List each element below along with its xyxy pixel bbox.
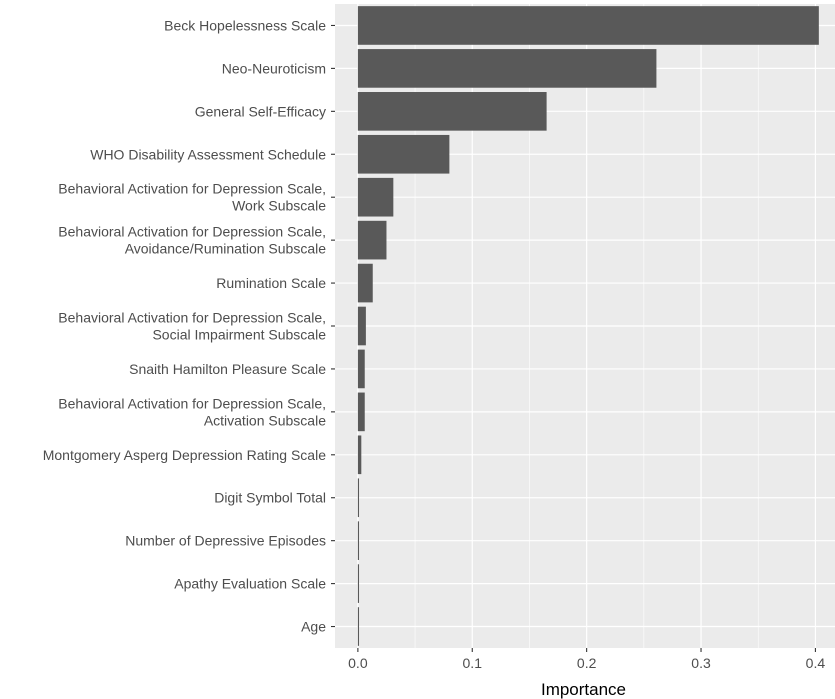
y-tick-label: Apathy Evaluation Scale [174, 576, 326, 592]
y-tick-label-line: Digit Symbol Total [214, 490, 326, 506]
x-tick-label: 0.3 [691, 655, 711, 671]
bars [357, 6, 819, 646]
bar [357, 134, 450, 174]
bar [357, 306, 366, 346]
y-tick-label: Neo-Neuroticism [222, 60, 326, 76]
x-axis-title: Importance [541, 680, 626, 699]
y-tick-label-line: Behavioral Activation for Depression Sca… [58, 395, 326, 411]
y-tick-label-line: Behavioral Activation for Depression Sca… [58, 310, 326, 326]
bar [357, 607, 360, 646]
bar [357, 263, 373, 303]
y-tick-label-line: Neo-Neuroticism [222, 60, 326, 76]
y-tick-label: Behavioral Activation for Depression Sca… [58, 310, 326, 343]
bar [357, 220, 387, 260]
y-tick-label: Number of Depressive Episodes [125, 533, 326, 549]
bar [357, 49, 657, 88]
bar [357, 392, 365, 432]
y-tick-label: WHO Disability Assessment Schedule [90, 146, 326, 162]
y-tick-label-line: Behavioral Activation for Depression Sca… [58, 224, 326, 240]
y-tick-label-line: Apathy Evaluation Scale [174, 576, 326, 592]
y-tick-label-line: Behavioral Activation for Depression Sca… [58, 181, 326, 197]
y-tick-label: Snaith Hamilton Pleasure Scale [129, 361, 326, 377]
bar [357, 6, 819, 45]
y-tick-label-line: Rumination Scale [216, 275, 326, 291]
y-tick-label-line: Age [301, 619, 326, 635]
y-tick-label-line: Work Subscale [232, 198, 326, 214]
y-tick-label: Beck Hopelessness Scale [164, 17, 326, 33]
y-tick-label: Behavioral Activation for Depression Sca… [58, 181, 326, 214]
x-tick-label: 0.1 [463, 655, 483, 671]
bar [357, 177, 394, 217]
y-tick-label: General Self-Efficacy [195, 103, 326, 119]
y-tick-label-line: Montgomery Asperg Depression Rating Scal… [43, 447, 326, 463]
x-tick-label: 0.2 [577, 655, 597, 671]
y-axis-ticks: Beck Hopelessness Scale Neo-Neuroticism Ge… [43, 17, 335, 635]
y-tick-label: Behavioral Activation for Depression Sca… [58, 224, 326, 257]
y-tick-label: Age [301, 619, 326, 635]
y-tick-label-line: Activation Subscale [204, 412, 326, 428]
bar [357, 435, 362, 475]
y-tick-label-line: Social Impairment Subscale [152, 327, 326, 343]
bar [357, 478, 360, 518]
y-tick-label-line: Snaith Hamilton Pleasure Scale [129, 361, 326, 377]
x-axis-ticks: 0.0 0.1 0.2 0.3 0.4 [348, 648, 825, 671]
y-tick-label-line: Number of Depressive Episodes [125, 533, 326, 549]
y-tick-label: Montgomery Asperg Depression Rating Scal… [43, 447, 326, 463]
x-tick-label: 0.0 [348, 655, 368, 671]
y-tick-label-line: Avoidance/Rumination Subscale [125, 241, 327, 257]
y-tick-label-line: Beck Hopelessness Scale [164, 17, 326, 33]
y-tick-label-line: General Self-Efficacy [195, 103, 326, 119]
y-tick-label-line: WHO Disability Assessment Schedule [90, 146, 326, 162]
y-tick-label: Digit Symbol Total [214, 490, 326, 506]
bar [357, 92, 547, 131]
bar [357, 521, 360, 560]
y-tick-label: Behavioral Activation for Depression Sca… [58, 395, 326, 428]
y-tick-label: Rumination Scale [216, 275, 326, 291]
bar [357, 349, 365, 389]
bar [357, 564, 360, 603]
x-tick-label: 0.4 [806, 655, 826, 671]
